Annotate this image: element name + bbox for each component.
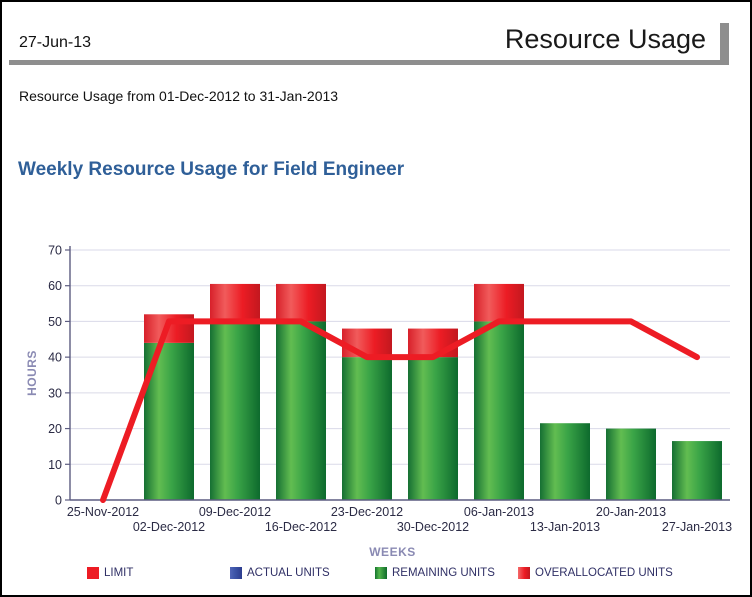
- legend-label: OVERALLOCATED UNITS: [535, 567, 673, 579]
- x-tick-label: 13-Jan-2013: [530, 520, 600, 534]
- bar-remaining-units: [606, 428, 656, 500]
- bar-remaining-units: [342, 357, 392, 500]
- legend-label: REMAINING UNITS: [392, 567, 495, 579]
- bar-remaining-units: [408, 357, 458, 500]
- bar-remaining-units: [540, 423, 590, 500]
- limit-swatch-icon: [87, 567, 99, 579]
- y-tick-label: 60: [48, 279, 62, 293]
- x-tick-label: 16-Dec-2012: [265, 520, 337, 534]
- remaining-units-swatch-icon: [375, 567, 387, 579]
- overallocated-units-swatch-icon: [518, 567, 530, 579]
- x-tick-label: 06-Jan-2013: [464, 505, 534, 519]
- y-tick-label: 30: [48, 386, 62, 400]
- legend-item-overallocated-units: OVERALLOCATED UNITS: [518, 566, 673, 580]
- chart-legend: LIMIT ACTUAL UNITS REMAINING UNITS OVERA…: [2, 566, 750, 582]
- legend-item-remaining-units: REMAINING UNITS: [375, 566, 495, 580]
- header-accent-bar: [720, 23, 729, 65]
- x-axis-title: WEEKS: [369, 545, 416, 559]
- limit-line: [100, 318, 700, 503]
- x-tick-label: 20-Jan-2013: [596, 505, 666, 519]
- legend-item-limit: LIMIT: [87, 566, 133, 580]
- bar-overallocated-units: [408, 328, 458, 358]
- actual-units-swatch-icon: [230, 567, 242, 579]
- y-tick-label: 0: [55, 494, 62, 508]
- y-tick-label: 20: [48, 422, 62, 436]
- bar-overallocated-units: [342, 328, 392, 358]
- legend-label: ACTUAL UNITS: [247, 567, 330, 579]
- resource-usage-chart: 0 10 20 30 40 50 60 70 25-Nov-201202-Dec-201209-…: [48, 244, 732, 535]
- bar-overallocated-units: [210, 283, 260, 322]
- bar-overallocated-units: [276, 283, 326, 322]
- bar-remaining-units: [672, 441, 722, 500]
- bar-remaining-units: [474, 321, 524, 500]
- report-date: 27-Jun-13: [19, 34, 92, 51]
- report-title: Resource Usage: [504, 24, 706, 54]
- x-tick-label: 30-Dec-2012: [397, 520, 469, 534]
- report-subtitle: Resource Usage from 01-Dec-2012 to 31-Ja…: [19, 88, 339, 104]
- y-tick-label: 70: [48, 244, 62, 258]
- x-tick-label: 02-Dec-2012: [133, 520, 205, 534]
- legend-label: LIMIT: [104, 567, 134, 579]
- legend-item-actual-units: ACTUAL UNITS: [230, 566, 330, 580]
- header-rule: [9, 60, 729, 65]
- bar-overallocated-units: [474, 283, 524, 322]
- bar-remaining-units: [210, 321, 260, 500]
- x-tick-label: 09-Dec-2012: [199, 505, 271, 519]
- y-tick-label: 50: [48, 315, 62, 329]
- x-tick-label: 27-Jan-2013: [662, 520, 732, 534]
- y-tick-label: 10: [48, 458, 62, 472]
- x-tick-label: 23-Dec-2012: [331, 505, 403, 519]
- y-tick-label: 40: [48, 351, 62, 365]
- bar-remaining-units: [276, 321, 326, 500]
- x-tick-label: 25-Nov-2012: [67, 505, 139, 519]
- y-axis-title: HOURS: [25, 350, 39, 396]
- chart-title: Weekly Resource Usage for Field Engineer: [18, 159, 405, 180]
